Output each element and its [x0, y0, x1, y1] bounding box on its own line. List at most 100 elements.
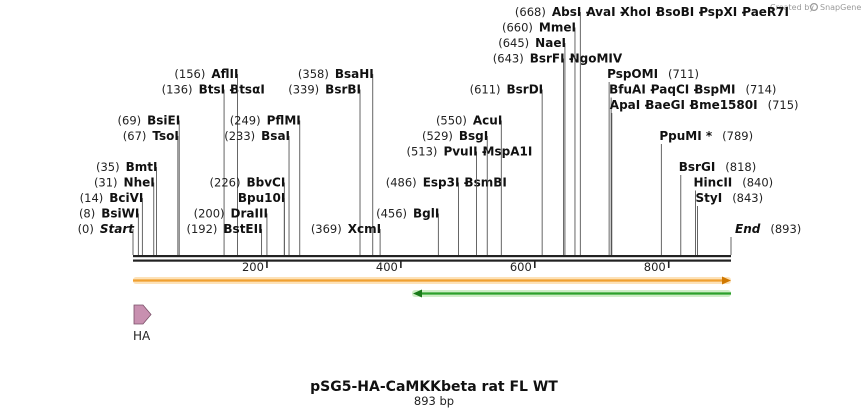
- site-name: BciVI: [109, 191, 143, 205]
- site-mmei[interactable]: (660) MmeI: [502, 21, 576, 256]
- site-separator: -: [581, 5, 594, 19]
- site-pflmi[interactable]: (249) PflMI: [230, 114, 301, 256]
- site-styi[interactable]: StyI (843): [696, 191, 764, 255]
- orf-orange-arrow-icon: [722, 276, 731, 285]
- site-separator: -: [694, 5, 707, 19]
- site-draiii[interactable]: (200) DraIII: [194, 207, 268, 256]
- site-bsteii[interactable]: (192) BstEII: [186, 222, 263, 255]
- site-name: Esp3I: [423, 176, 460, 190]
- site-bsiwi[interactable]: (8) BsiWI: [79, 207, 139, 256]
- site-name: PaqCI: [651, 83, 689, 97]
- site-bbvci[interactable]: (226) BbvCI: [210, 176, 286, 256]
- site-name: BsaHI: [335, 67, 374, 81]
- ruler-label-800: 800: [644, 260, 666, 274]
- feature-label-ha: HA: [133, 329, 151, 343]
- site-name: End: [735, 222, 761, 236]
- site-position: (14): [80, 191, 104, 205]
- site-separator: -: [689, 83, 702, 97]
- site-name: XhoI: [621, 5, 652, 19]
- site-separator: -: [459, 176, 472, 190]
- right-arrow-icon: [133, 304, 152, 325]
- site-name: BfuAI: [609, 83, 646, 97]
- site-position: (611): [470, 83, 501, 97]
- site-name: BsoBI: [656, 5, 694, 19]
- site-position: (818): [725, 160, 756, 174]
- site-start[interactable]: (0) Start: [78, 222, 136, 255]
- site-name: BsmBI: [464, 176, 506, 190]
- site-bsai[interactable]: (233) BsaI: [224, 129, 290, 255]
- site-position: (8): [79, 207, 95, 221]
- page-title: pSG5-HA-CaMKKbeta rat FL WT: [310, 379, 558, 395]
- site-name: MmeI: [539, 21, 576, 35]
- site-position: (69): [118, 114, 142, 128]
- site-bsahi[interactable]: (358) BsaHI: [298, 67, 374, 255]
- site-position: (192): [186, 222, 217, 236]
- ruler-label-200: 200: [242, 260, 264, 274]
- site-name: BglI: [413, 207, 439, 221]
- site-position: (550): [436, 114, 467, 128]
- site-btsi[interactable]: (136) BtsI - BtsαI: [162, 83, 265, 256]
- orf-orange[interactable]: [133, 276, 731, 285]
- site-hincii[interactable]: HincII (840): [694, 176, 774, 256]
- site-pvuii[interactable]: (513) PvuII - MspA1I: [407, 145, 533, 256]
- site-name: BsgI: [459, 129, 488, 143]
- site-position: (529): [422, 129, 453, 143]
- site-position: (711): [668, 67, 699, 81]
- site-naei[interactable]: (645) NaeI: [498, 36, 566, 255]
- site-name: BspMI: [694, 83, 735, 97]
- site-pspomi[interactable]: PspOMI (711): [607, 67, 699, 255]
- site-esp3i[interactable]: (486) Esp3I - BsmBI: [386, 176, 507, 256]
- site-name: XcmI: [348, 222, 381, 236]
- site-position: (660): [502, 21, 533, 35]
- site-name: BsiEI: [147, 114, 180, 128]
- site-xcmi[interactable]: (369) XcmI: [311, 222, 381, 255]
- site-name: BsrFI: [530, 52, 565, 66]
- site-bsiei[interactable]: (69) BsiEI: [118, 114, 181, 256]
- site-bmti[interactable]: (35) BmtI: [96, 160, 157, 255]
- site-bgli[interactable]: (456) BglI: [376, 207, 439, 256]
- site-position: (226): [210, 176, 241, 190]
- orf-green[interactable]: [412, 289, 731, 298]
- site-labels[interactable]: (0) Start (8) BsiWI (14) BciVI(31) NheI (35) Bmt…: [78, 5, 802, 255]
- site-aflii[interactable]: (156) AflII: [174, 67, 238, 255]
- site-separator: -: [685, 98, 698, 112]
- site-position: (35): [96, 160, 120, 174]
- site-name: DraIII: [231, 207, 268, 221]
- site-bsrfi[interactable]: (643) BsrFI - NgoMIV: [493, 52, 623, 256]
- site-name: StyI: [696, 191, 723, 205]
- backbone-top-strand: [133, 255, 731, 258]
- site-position: (668): [515, 5, 546, 19]
- site-name: Bpu10I: [238, 191, 285, 205]
- site-bfuai[interactable]: BfuAI - PaqCI - BspMI (714): [609, 83, 776, 256]
- site-acui[interactable]: (550) AcuI: [436, 114, 502, 256]
- feature-ha[interactable]: HA: [133, 304, 152, 343]
- site-name: HincII: [694, 176, 733, 190]
- site-ppumi[interactable]: PpuMI * (789): [659, 129, 753, 255]
- site-bsgi[interactable]: (529) BsgI: [422, 129, 488, 255]
- site-bcivi[interactable]: (14) BciVI: [80, 191, 144, 255]
- site-position: (714): [746, 83, 777, 97]
- ruler-label-600: 600: [510, 260, 532, 274]
- site-separator: -: [225, 83, 238, 97]
- site-separator: -: [616, 5, 629, 19]
- site-position: (339): [288, 83, 319, 97]
- site-name: BbvCI: [246, 176, 285, 190]
- site-position: (643): [493, 52, 524, 66]
- site-tsoi[interactable]: (67) TsoI: [123, 129, 179, 255]
- site-name: BaeGI: [645, 98, 685, 112]
- site-position: (843): [732, 191, 763, 205]
- site-bsrdi[interactable]: (611) BsrDI: [470, 83, 544, 256]
- orf-green-arrow-icon: [413, 289, 422, 298]
- site-name: PvuII: [443, 145, 477, 159]
- site-position: (156): [174, 67, 205, 81]
- site-absi[interactable]: (668) AbsI - AvaI - XhoI - BsoBI - PspXI …: [515, 5, 789, 255]
- site-separator: -: [646, 83, 659, 97]
- site-name: AbsI: [552, 5, 581, 19]
- site-bsrbi[interactable]: (339) BsrBI: [288, 83, 361, 256]
- site-bsrgi[interactable]: BsrGI (818): [679, 160, 756, 255]
- site-nhei[interactable]: (31) NheI: [94, 176, 155, 256]
- site-apai[interactable]: ApaI - BaeGI - Bme1580I (715): [610, 98, 799, 255]
- site-end[interactable]: End (893): [730, 222, 801, 255]
- site-position: (893): [770, 222, 801, 236]
